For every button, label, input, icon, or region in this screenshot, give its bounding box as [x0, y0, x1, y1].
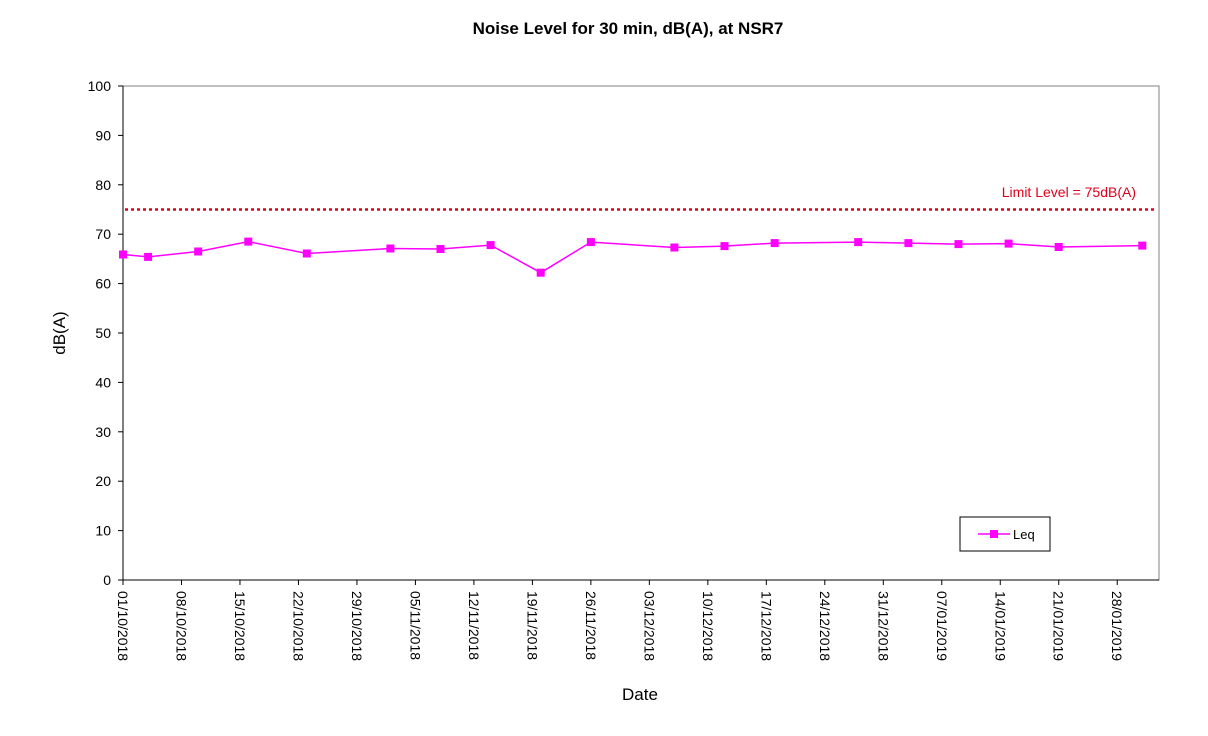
data-point	[244, 237, 253, 246]
data-point	[144, 252, 153, 261]
x-tick-label: 14/01/2019	[992, 591, 1008, 661]
x-tick-label: 07/01/2019	[934, 591, 950, 661]
data-point	[536, 268, 545, 277]
x-tick-label: 28/01/2019	[1109, 591, 1125, 661]
data-point	[670, 243, 679, 252]
data-point	[1054, 243, 1063, 251]
data-point	[586, 238, 595, 247]
x-tick-label: 10/12/2018	[700, 591, 716, 661]
data-point	[720, 242, 729, 251]
data-point	[1004, 239, 1013, 248]
data-point	[386, 244, 395, 253]
x-tick-label: 15/10/2018	[232, 591, 248, 661]
y-tick-label: 40	[95, 374, 111, 390]
x-tick-label: 17/12/2018	[758, 591, 774, 661]
x-tick-label: 31/12/2018	[875, 591, 891, 661]
y-tick-label: 60	[95, 276, 111, 292]
x-tick-label: 26/11/2018	[583, 591, 599, 660]
x-tick-label: 01/10/2018	[115, 591, 131, 661]
data-point	[770, 239, 779, 248]
data-point	[1138, 241, 1147, 250]
data-point	[302, 249, 311, 258]
x-axis-label: Date	[622, 685, 658, 704]
data-point	[954, 240, 963, 249]
x-tick-label: 24/12/2018	[817, 591, 833, 661]
x-tick-label: 29/10/2018	[349, 591, 365, 661]
data-point	[486, 241, 495, 250]
y-tick-label: 20	[95, 473, 111, 489]
data-point	[854, 238, 863, 247]
chart-title: Noise Level for 30 min, dB(A), at NSR7	[473, 19, 784, 38]
x-tick-label: 22/10/2018	[290, 591, 306, 661]
legend-label-leq: Leq	[1013, 527, 1035, 542]
y-axis-label: dB(A)	[50, 311, 69, 354]
y-tick-label: 30	[95, 424, 111, 440]
y-tick-label: 80	[95, 177, 111, 193]
x-tick-label: 21/01/2019	[1051, 591, 1067, 661]
x-tick-label: 12/11/2018	[466, 591, 482, 660]
y-tick-label: 50	[95, 325, 111, 341]
y-tick-label: 10	[95, 523, 111, 539]
data-point	[119, 250, 127, 259]
y-axis: 0 10 20 30 40 50 60 70 80 90 100	[88, 78, 124, 588]
y-tick-label: 100	[88, 78, 112, 94]
x-tick-label: 08/10/2018	[173, 591, 189, 661]
limit-level-label: Limit Level = 75dB(A)	[1002, 184, 1136, 200]
data-point	[436, 245, 445, 253]
x-tick-label: 05/11/2018	[407, 591, 423, 660]
leq-series-markers	[119, 237, 1147, 277]
y-tick-label: 0	[103, 572, 111, 588]
plot-area	[122, 85, 1160, 581]
data-point	[904, 239, 913, 248]
y-tick-label: 70	[95, 226, 111, 242]
legend-marker-swatch	[990, 530, 998, 538]
y-tick-label: 90	[95, 127, 111, 143]
x-tick-label: 03/12/2018	[641, 591, 657, 661]
x-tick-label: 19/11/2018	[524, 591, 540, 660]
x-axis: 01/10/2018 08/10/2018 15/10/2018 22/10/2018…	[115, 579, 1159, 661]
legend: Leq	[959, 516, 1051, 552]
data-point	[194, 247, 203, 256]
